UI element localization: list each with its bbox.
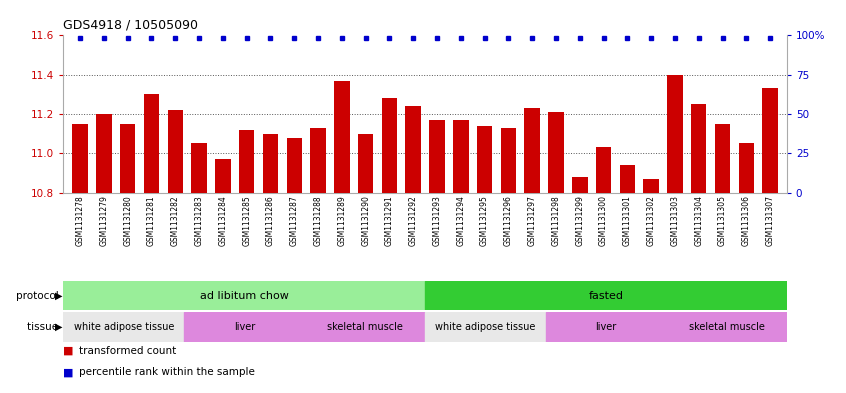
Bar (762, 88, 777, 193)
Bar (619, 165, 635, 193)
Bar (239, 130, 255, 193)
Bar (667, 312, 787, 342)
Bar (644, 179, 659, 193)
Text: GDS4918 / 10505090: GDS4918 / 10505090 (63, 18, 199, 31)
Bar (96, 114, 112, 193)
Text: white adipose tissue: white adipose tissue (74, 322, 174, 332)
Bar (358, 134, 373, 193)
Bar (168, 110, 183, 193)
Bar (425, 281, 787, 310)
Text: percentile rank within the sample: percentile rank within the sample (79, 367, 255, 377)
Bar (120, 124, 135, 193)
Text: transformed count: transformed count (79, 346, 176, 356)
Text: white adipose tissue: white adipose tissue (435, 322, 536, 332)
Text: ▶: ▶ (55, 291, 63, 301)
Text: liver: liver (596, 322, 617, 332)
Bar (548, 112, 563, 193)
Text: ■: ■ (63, 346, 78, 356)
Bar (63, 281, 425, 310)
Text: ad libitum chow: ad libitum chow (200, 291, 288, 301)
Bar (334, 81, 349, 193)
Text: ▶: ▶ (55, 322, 63, 332)
Bar (425, 312, 546, 342)
Bar (191, 143, 206, 193)
Bar (691, 104, 706, 193)
Bar (215, 159, 231, 193)
Bar (287, 138, 302, 193)
Text: protocol: protocol (16, 291, 62, 301)
Bar (453, 120, 469, 193)
Bar (501, 128, 516, 193)
Bar (405, 106, 421, 193)
Bar (572, 177, 587, 193)
Text: liver: liver (233, 322, 255, 332)
Bar (144, 94, 159, 193)
Bar (477, 126, 492, 193)
Bar (715, 124, 730, 193)
Bar (184, 312, 305, 342)
Bar (310, 128, 326, 193)
Bar (305, 312, 425, 342)
Bar (596, 147, 612, 193)
Bar (382, 98, 397, 193)
Text: ■: ■ (63, 367, 78, 377)
Text: tissue: tissue (27, 322, 62, 332)
Bar (73, 124, 88, 193)
Text: fasted: fasted (589, 291, 624, 301)
Bar (525, 108, 540, 193)
Bar (546, 312, 667, 342)
Bar (667, 75, 683, 193)
Bar (739, 143, 754, 193)
Text: skeletal muscle: skeletal muscle (327, 322, 403, 332)
Bar (429, 120, 445, 193)
Bar (63, 312, 184, 342)
Bar (263, 134, 278, 193)
Text: skeletal muscle: skeletal muscle (689, 322, 765, 332)
